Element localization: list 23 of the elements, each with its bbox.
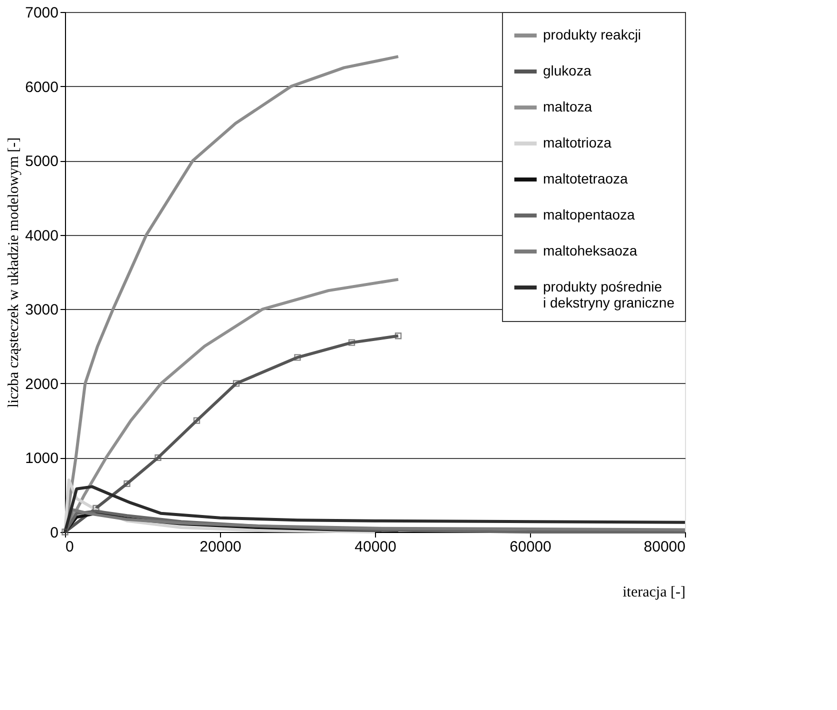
legend-label: maltoheksaoza [543, 242, 638, 258]
y-tick-label: 2000 [25, 376, 58, 393]
x-axis-title: iteracja [-] [622, 584, 686, 600]
legend-label: produkty pośrednie i dekstryny graniczne [543, 278, 675, 310]
x-tick-label: 20000 [200, 538, 242, 556]
legend-label: glukoza [543, 62, 592, 78]
x-tick-label: 0 [66, 538, 74, 556]
y-tick-label: 6000 [25, 78, 58, 96]
y-tick-label: 1000 [25, 450, 58, 468]
legend-label: maltoza [543, 98, 592, 114]
legend-label: maltotrioza [543, 134, 612, 150]
y-tick-label: 0 [50, 524, 58, 542]
legend-label: maltopentaoza [543, 206, 636, 222]
y-tick-label: 4000 [25, 227, 58, 244]
x-tick-label: 80000 [644, 538, 686, 556]
y-axis-title: liczba cząsteczek w układzie modelowym [-] [6, 137, 22, 408]
y-tick-label: 3000 [25, 302, 58, 319]
x-tick-label: 60000 [510, 538, 552, 556]
legend-label: produkty reakcji [543, 26, 642, 42]
y-tick-label: 5000 [25, 153, 58, 170]
legend-label: maltotetraoza [543, 170, 628, 186]
x-tick-label: 40000 [354, 538, 396, 556]
y-tick-label: 7000 [25, 4, 58, 22]
